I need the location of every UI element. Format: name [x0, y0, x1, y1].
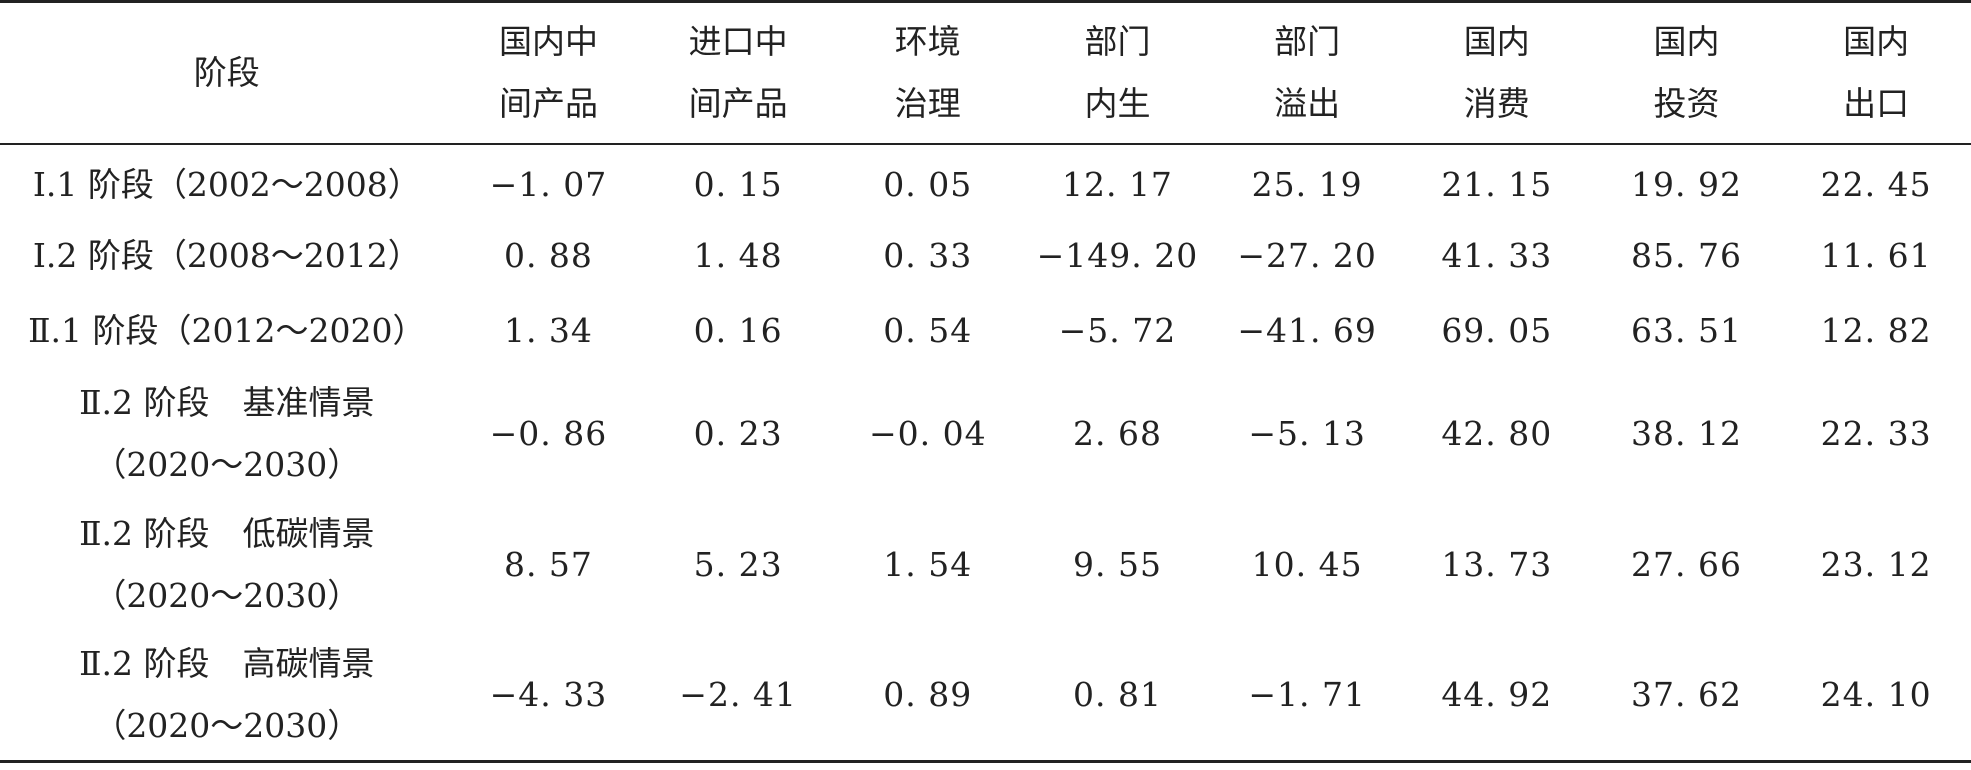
- header-line: 环境: [894, 21, 961, 61]
- value-cell: 38. 12: [1630, 414, 1742, 453]
- value-cell: 69. 05: [1441, 311, 1553, 350]
- value-cell: 27. 66: [1630, 545, 1742, 584]
- stage-label: Ⅱ.2 阶段 高碳情景: [79, 644, 375, 684]
- stage-cell: Ⅱ.1 阶段（2012～2020）: [0, 294, 454, 369]
- value-cell: 0. 15: [693, 164, 783, 204]
- header-cell-domestic-intermediate: 国内中 间产品: [453, 0, 644, 145]
- value-cell: 25. 19: [1251, 164, 1363, 204]
- table-row: Ⅱ.2 阶段 高碳情景 （2020～2030） −4. 33 −2. 41 0. …: [0, 630, 1971, 763]
- value-cell: −149. 20: [1036, 236, 1199, 275]
- stage-period: （2020～2030）: [93, 706, 361, 746]
- value-cell: −0. 86: [489, 414, 608, 453]
- value-cell: 9. 55: [1072, 545, 1162, 584]
- stage-label: Ⅱ.2 阶段 低碳情景: [79, 514, 375, 553]
- value-cell: 24. 10: [1781, 630, 1971, 763]
- table-row: Ⅱ.2 阶段 低碳情景 （2020～2030） 8. 57 5. 23 1. 54…: [0, 500, 1971, 631]
- value-cell: 1. 34: [503, 311, 593, 350]
- table-header-row: 阶段 国内中间产品 进口中间产品 环境治理 部门内生 部门溢出 国内消费 国内投…: [0, 0, 1971, 145]
- value-cell: 21. 15: [1441, 164, 1553, 204]
- value-cell: 37. 62: [1591, 630, 1782, 763]
- header-line: 溢出: [1274, 83, 1341, 123]
- header-line: 国内: [1843, 21, 1910, 61]
- table-row: Ⅰ.1 阶段（2002～2008） −1. 07 0. 15 0. 05 12.…: [0, 144, 1971, 219]
- value-cell: 0. 23: [693, 414, 783, 453]
- header-line: 消费: [1463, 83, 1530, 123]
- header-line: 国内: [1653, 21, 1720, 61]
- value-cell: 12. 82: [1820, 311, 1932, 350]
- value-cell: −2. 41: [643, 630, 833, 763]
- value-cell: 41. 33: [1441, 236, 1553, 275]
- value-cell: 1. 48: [693, 236, 783, 275]
- value-cell: 13. 73: [1441, 545, 1553, 584]
- value-cell: 19. 92: [1630, 164, 1742, 204]
- header-cell-sector-endogenous: 部门 内生: [1022, 0, 1213, 145]
- value-cell: 22. 33: [1820, 414, 1932, 453]
- header-line: 部门: [1274, 21, 1341, 61]
- value-cell: 42. 80: [1441, 414, 1553, 453]
- value-cell: −1. 07: [489, 164, 608, 204]
- stage-cell: Ⅱ.2 阶段 低碳情景 （2020～2030）: [0, 500, 454, 631]
- header-cell-investment: 国内 投资: [1591, 0, 1782, 145]
- header-line: 间产品: [688, 83, 788, 123]
- value-cell: 11. 61: [1820, 236, 1932, 275]
- stage-cell: Ⅰ.2 阶段（2008～2012）: [0, 219, 454, 294]
- table-row: Ⅱ.1 阶段（2012～2020） 1. 34 0. 16 0. 54 −5. …: [0, 294, 1971, 369]
- header-cell-stage: 阶段: [0, 0, 454, 145]
- value-cell: 0. 54: [883, 311, 973, 350]
- value-cell: 85. 76: [1630, 236, 1742, 275]
- value-cell: 2. 68: [1072, 414, 1162, 453]
- value-cell: 5. 23: [693, 545, 783, 584]
- header-line: 间产品: [498, 83, 598, 123]
- table-row: Ⅱ.2 阶段 基准情景 （2020～2030） −0. 86 0. 23 −0. …: [0, 369, 1971, 500]
- value-cell: 63. 51: [1630, 311, 1742, 350]
- stage-label: Ⅰ.1 阶段（2002～2008）: [32, 164, 421, 204]
- stage-label: Ⅱ.1 阶段（2012～2020）: [28, 311, 426, 350]
- header-line: 国内中: [498, 21, 598, 61]
- value-cell: −41. 69: [1237, 311, 1377, 350]
- table-row: Ⅰ.2 阶段（2008～2012） 0. 88 1. 48 0. 33 −149…: [0, 219, 1971, 294]
- value-cell: 12. 17: [1061, 164, 1173, 204]
- value-cell: −4. 33: [453, 630, 644, 763]
- header-cell-imported-intermediate: 进口中 间产品: [643, 0, 833, 145]
- value-cell: 0. 88: [503, 236, 593, 275]
- stage-cell: Ⅱ.2 阶段 基准情景 （2020～2030）: [0, 369, 454, 500]
- value-cell: −27. 20: [1237, 236, 1377, 275]
- value-cell: 0. 05: [883, 164, 973, 204]
- value-cell: 0. 89: [832, 630, 1023, 763]
- stage-label: Ⅱ.2 阶段 基准情景: [79, 383, 375, 422]
- value-cell: 8. 57: [503, 545, 593, 584]
- value-cell: 1. 54: [883, 545, 973, 584]
- stage-label: Ⅰ.2 阶段（2008～2012）: [32, 236, 421, 275]
- value-cell: 10. 45: [1251, 545, 1363, 584]
- header-line: 出口: [1843, 83, 1910, 123]
- stage-period: （2020～2030）: [93, 445, 361, 484]
- header-cell-environment: 环境 治理: [832, 0, 1023, 145]
- value-cell: −1. 71: [1212, 630, 1402, 763]
- value-cell: 22. 45: [1820, 164, 1932, 204]
- value-cell: 0. 16: [693, 311, 783, 350]
- stage-cell: Ⅰ.1 阶段（2002～2008）: [0, 144, 454, 219]
- value-cell: 0. 81: [1022, 630, 1213, 763]
- value-cell: 0. 33: [883, 236, 973, 275]
- header-cell-consumption: 国内 消费: [1401, 0, 1592, 145]
- header-line: 进口中: [688, 21, 788, 61]
- header-line: 阶段: [193, 52, 260, 92]
- value-cell: −5. 13: [1248, 414, 1366, 453]
- value-cell: 44. 92: [1401, 630, 1592, 763]
- header-line: 治理: [894, 83, 961, 123]
- header-line: 投资: [1653, 83, 1720, 123]
- header-line: 部门: [1084, 21, 1151, 61]
- value-cell: 23. 12: [1820, 545, 1932, 584]
- value-cell: −0. 04: [868, 414, 987, 453]
- header-line: 内生: [1084, 83, 1151, 123]
- value-cell: −5. 72: [1058, 311, 1177, 350]
- stage-cell: Ⅱ.2 阶段 高碳情景 （2020～2030）: [0, 630, 454, 763]
- header-line: 国内: [1463, 21, 1530, 61]
- stage-period: （2020～2030）: [93, 576, 361, 615]
- header-cell-sector-spillover: 部门 溢出: [1212, 0, 1402, 145]
- header-cell-export: 国内 出口: [1781, 0, 1971, 145]
